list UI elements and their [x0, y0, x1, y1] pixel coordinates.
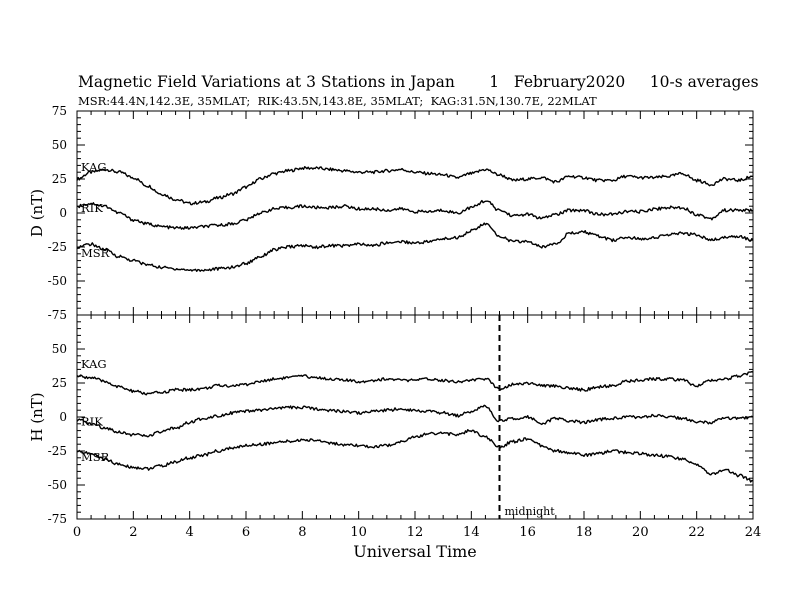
y-tick-label: 0	[59, 206, 67, 220]
y-tick-label: 50	[52, 138, 67, 152]
series-line-kag	[77, 167, 753, 205]
series-label-rik: RIK	[81, 201, 103, 215]
x-tick-label: 8	[298, 525, 306, 540]
series-line-msr	[77, 430, 753, 482]
y-tick-label: -75	[48, 512, 67, 526]
series-label-kag: KAG	[81, 357, 107, 371]
series-line-rik	[77, 201, 753, 230]
x-tick-label: 20	[632, 525, 649, 540]
series-label-msr: MSR	[81, 246, 110, 260]
series-label-msr: MSR	[81, 450, 110, 464]
series-label-kag: KAG	[81, 160, 107, 174]
x-tick-label: 18	[576, 525, 593, 540]
x-tick-label: 10	[350, 525, 367, 540]
y-axis-label: H (nT)	[28, 392, 46, 441]
series-line-kag	[77, 372, 753, 395]
x-tick-label: 14	[463, 525, 480, 540]
y-tick-label: -25	[48, 444, 67, 458]
y-tick-label: 50	[52, 342, 67, 356]
y-tick-label: -75	[48, 308, 67, 322]
y-tick-label: 25	[52, 376, 67, 390]
y-tick-label: 75	[52, 104, 67, 118]
series-line-msr	[77, 223, 753, 271]
x-tick-label: 4	[186, 525, 194, 540]
y-axis-label: D (nT)	[28, 189, 46, 237]
series-label-rik: RIK	[81, 415, 103, 429]
midnight-label: midnight	[505, 505, 556, 518]
series-line-rik	[77, 405, 753, 436]
x-axis-label: Universal Time	[353, 542, 476, 561]
y-tick-label: 25	[52, 172, 67, 186]
x-tick-label: 12	[407, 525, 424, 540]
x-tick-label: 22	[688, 525, 705, 540]
y-tick-label: -50	[48, 478, 67, 492]
panel-frame	[77, 315, 753, 519]
x-tick-label: 2	[129, 525, 137, 540]
x-tick-label: 24	[745, 525, 762, 540]
x-tick-label: 0	[73, 525, 81, 540]
panel-d: 75 50 25 0 -25 -50 -75 D (nT) KAG RIK MSR	[28, 104, 753, 322]
x-tick-label: 16	[519, 525, 536, 540]
x-tick-label: 6	[242, 525, 250, 540]
magnetogram-chart: 75 50 25 0 -25 -50 -75 D (nT) KAG RIK MSR 50 25 0 -25…	[0, 0, 792, 612]
y-tick-label: 0	[59, 410, 67, 424]
y-tick-label: -50	[48, 274, 67, 288]
y-tick-label: -25	[48, 240, 67, 254]
